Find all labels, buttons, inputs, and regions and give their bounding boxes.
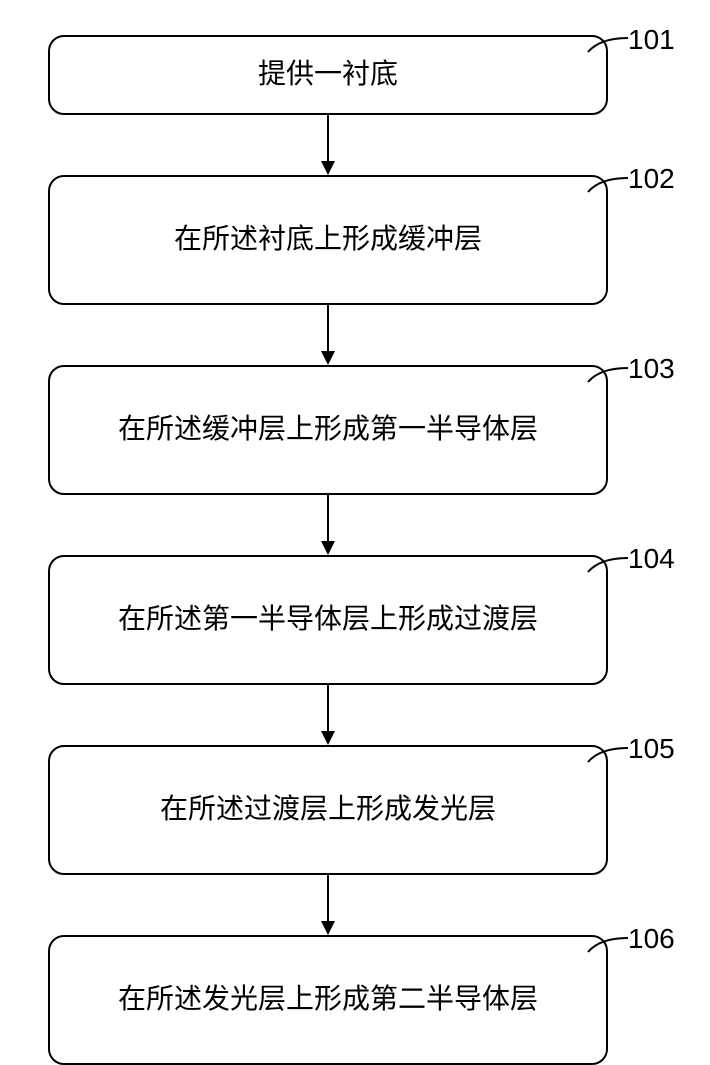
step-label: 104: [628, 543, 675, 575]
step-label: 101: [628, 24, 675, 56]
step-box: 在所述过渡层上形成发光层: [48, 745, 608, 875]
step-box: 在所述发光层上形成第二半导体层: [48, 935, 608, 1065]
flow-arrow: [48, 875, 608, 935]
flow-arrow: [48, 115, 608, 175]
step-text: 提供一衬底: [258, 55, 398, 94]
flow-arrow: [48, 495, 608, 555]
step-box: 在所述第一半导体层上形成过渡层: [48, 555, 608, 685]
flow-arrow: [48, 305, 608, 365]
step-text: 在所述缓冲层上形成第一半导体层: [118, 410, 538, 449]
step-label: 102: [628, 163, 675, 195]
step-label: 103: [628, 353, 675, 385]
step-text: 在所述过渡层上形成发光层: [160, 790, 496, 829]
step-box: 在所述衬底上形成缓冲层: [48, 175, 608, 305]
flowchart-container: 提供一衬底 在所述衬底上形成缓冲层 在所述缓冲层上形成第一半导体层 在所述第一半…: [48, 35, 608, 1065]
step-box: 在所述缓冲层上形成第一半导体层: [48, 365, 608, 495]
flow-arrow: [48, 685, 608, 745]
step-box: 提供一衬底: [48, 35, 608, 115]
step-text: 在所述发光层上形成第二半导体层: [118, 980, 538, 1019]
step-text: 在所述第一半导体层上形成过渡层: [118, 600, 538, 639]
step-label: 106: [628, 923, 675, 955]
step-label: 105: [628, 733, 675, 765]
step-text: 在所述衬底上形成缓冲层: [174, 220, 482, 259]
